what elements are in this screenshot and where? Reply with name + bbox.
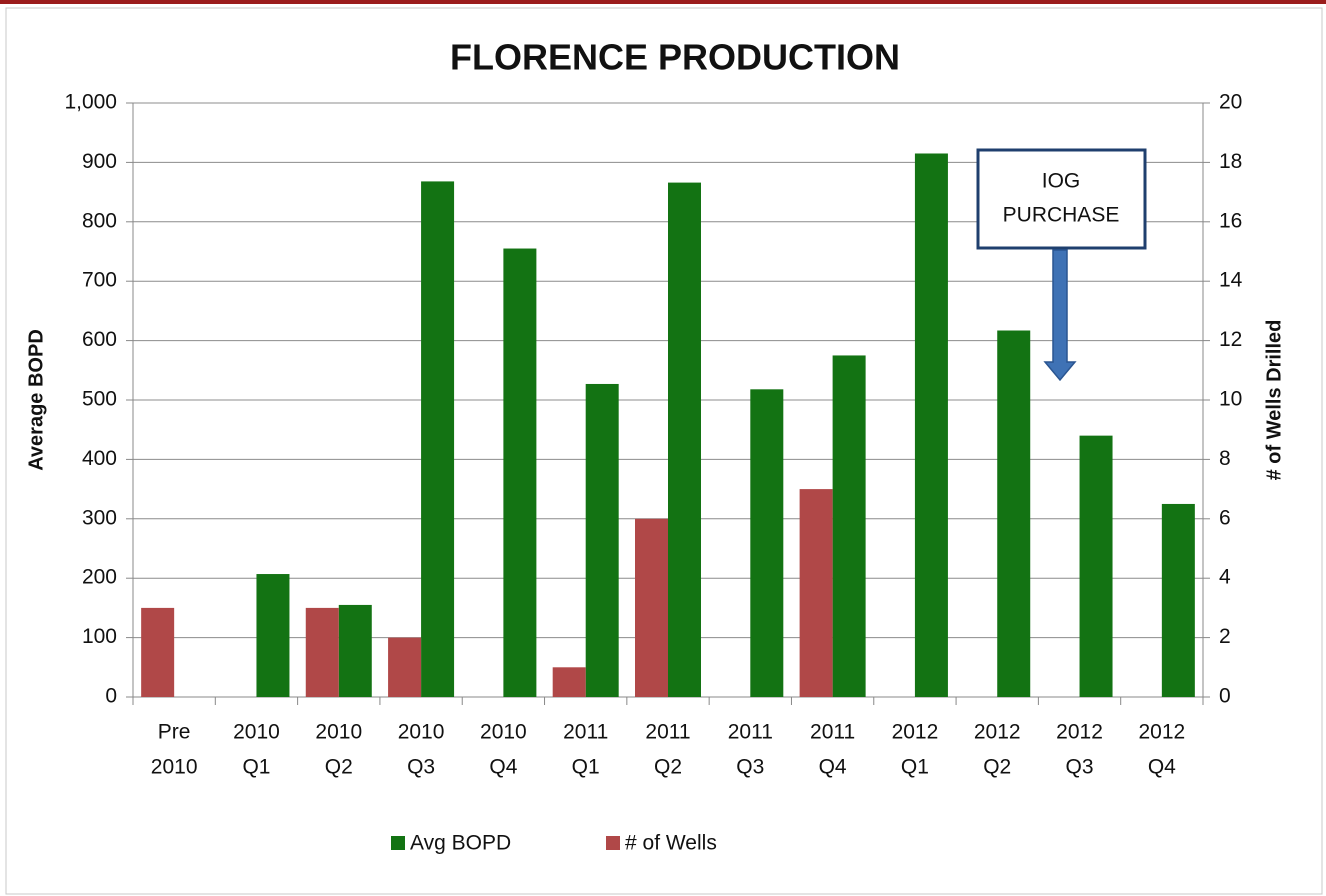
- y-tick-label: 800: [82, 209, 117, 232]
- y-tick-label: 600: [82, 328, 117, 351]
- bar: [141, 607, 175, 697]
- legend-label: # of Wells: [625, 832, 717, 855]
- bar: [1161, 503, 1195, 697]
- bar: [832, 355, 866, 697]
- x-tick-label: 2010: [151, 756, 198, 779]
- annotation-text: PURCHASE: [1003, 204, 1120, 227]
- x-tick-label: Q1: [901, 756, 929, 779]
- x-tick-label: Q4: [489, 756, 517, 779]
- y2-tick-label: 20: [1219, 91, 1242, 114]
- chart-title: FLORENCE PRODUCTION: [450, 37, 900, 78]
- x-tick-label: Q1: [572, 756, 600, 779]
- top-border: [0, 0, 1326, 4]
- y-tick-label: 100: [82, 625, 117, 648]
- x-tick-label: Q4: [1148, 756, 1176, 779]
- legend-label: Avg BOPD: [410, 832, 511, 855]
- y2-tick-label: 14: [1219, 269, 1243, 292]
- bar: [503, 248, 537, 697]
- bar: [256, 574, 290, 697]
- y-tick-label: 1,000: [64, 91, 117, 114]
- x-tick-label: Q1: [242, 756, 270, 779]
- x-tick-label: 2010: [480, 721, 527, 744]
- bar: [585, 383, 619, 697]
- y-tick-label: 300: [82, 506, 117, 529]
- x-tick-label: 2012: [1138, 721, 1185, 744]
- bar: [552, 667, 586, 697]
- x-tick-label: 2011: [645, 721, 690, 744]
- y2-tick-label: 10: [1219, 388, 1242, 411]
- bar: [1079, 435, 1113, 697]
- frame: [5, 7, 1323, 895]
- y-tick-label: 500: [82, 388, 117, 411]
- y2-tick-label: 18: [1219, 150, 1242, 173]
- bar: [997, 330, 1031, 697]
- y-tick-label: 0: [105, 685, 117, 708]
- y2-tick-label: 2: [1219, 625, 1231, 648]
- x-tick-label: 2010: [233, 721, 280, 744]
- y-tick-label: 200: [82, 566, 117, 589]
- x-tick-label: Q2: [983, 756, 1011, 779]
- y2-tick-label: 8: [1219, 447, 1231, 470]
- x-tick-label: 2010: [315, 721, 362, 744]
- bar: [635, 518, 668, 697]
- y2-tick-label: 16: [1219, 209, 1242, 232]
- x-tick-label: Pre: [158, 721, 191, 744]
- x-tick-label: 2012: [892, 721, 939, 744]
- x-tick-label: 2011: [728, 721, 773, 744]
- x-tick-label: 2011: [810, 721, 855, 744]
- x-tick-label: Q3: [407, 756, 435, 779]
- legend-swatch: [391, 836, 405, 850]
- bar: [668, 182, 701, 697]
- x-tick-label: Q4: [819, 756, 847, 779]
- bar: [305, 607, 339, 697]
- x-tick-label: 2012: [974, 721, 1021, 744]
- y2-axis-label: # of Wells Drilled: [1263, 320, 1285, 481]
- x-tick-label: 2010: [398, 721, 445, 744]
- y-tick-label: 400: [82, 447, 117, 470]
- bar: [421, 181, 455, 697]
- x-tick-label: Q2: [654, 756, 682, 779]
- x-tick-label: 2012: [1056, 721, 1103, 744]
- annotation-box: [976, 148, 1147, 250]
- x-tick-label: Q3: [1066, 756, 1094, 779]
- y2-tick-label: 0: [1219, 685, 1231, 708]
- bar: [750, 389, 784, 697]
- annotation-arrow: [1043, 249, 1077, 382]
- x-tick-label: 2011: [563, 721, 608, 744]
- x-tick-label: Q2: [325, 756, 353, 779]
- y-tick-label: 700: [82, 269, 117, 292]
- legend-swatch: [606, 836, 620, 850]
- y-axis-label: Average BOPD: [25, 329, 47, 471]
- bar: [338, 604, 372, 697]
- annotation-text: IOG: [1042, 170, 1081, 193]
- bar: [799, 489, 833, 697]
- y2-tick-label: 4: [1219, 566, 1231, 589]
- bar: [914, 153, 948, 698]
- bar: [388, 637, 422, 697]
- x-tick-label: Q3: [736, 756, 764, 779]
- y2-tick-label: 6: [1219, 506, 1231, 529]
- y2-tick-label: 12: [1219, 328, 1242, 351]
- y-tick-label: 900: [82, 150, 117, 173]
